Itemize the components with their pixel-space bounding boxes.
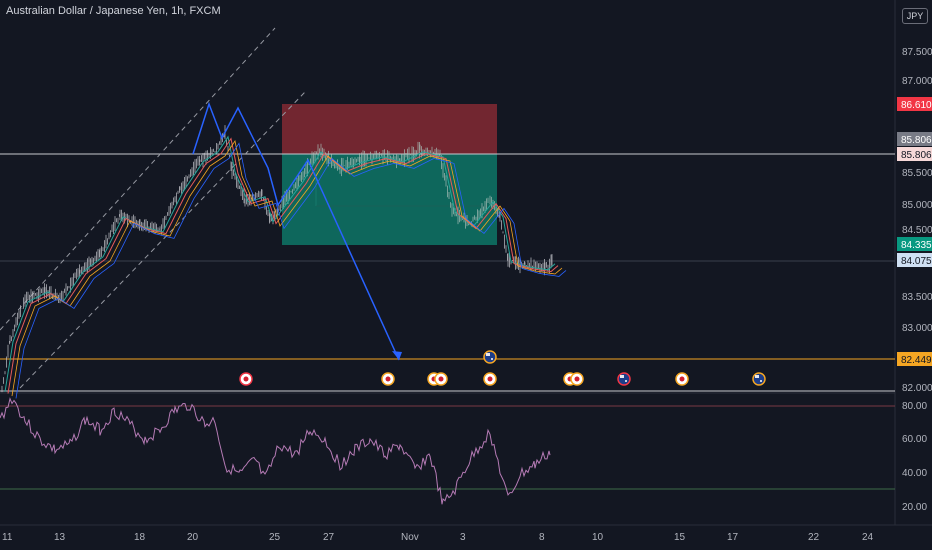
price-tick: 83.000 <box>902 323 932 334</box>
rsi-tick: 60.00 <box>902 434 927 445</box>
currency-button[interactable]: JPY <box>902 8 928 24</box>
moving-average-line <box>7 137 559 394</box>
rsi-axis[interactable]: 80.00 60.00 40.00 20.00 <box>902 401 927 513</box>
time-axis[interactable]: 11 13 18 20 25 27 Nov 3 8 10 15 17 22 24 <box>2 532 874 543</box>
rsi-tick: 20.00 <box>902 502 927 513</box>
time-label: 20 <box>187 532 199 543</box>
wave-projection[interactable] <box>192 101 400 361</box>
target-tag <box>897 352 932 366</box>
price-tags: 86.610 85.806 85.806 84.335 84.075 82.44… <box>897 97 932 366</box>
price-tick: 83.500 <box>902 292 932 303</box>
australia-flag-icon[interactable] <box>617 372 631 386</box>
risk-zone[interactable] <box>282 104 497 154</box>
price-axis[interactable]: 87.500 87.000 85.500 85.000 84.500 83.50… <box>902 47 932 394</box>
time-label: 10 <box>592 532 604 543</box>
price-tick: 82.000 <box>902 383 932 394</box>
last-price-tag-text: 84.335 <box>901 240 932 251</box>
japan-flag-icon[interactable] <box>483 372 497 386</box>
time-label: 24 <box>862 532 874 543</box>
rsi-tick: 40.00 <box>902 468 927 479</box>
price-series <box>1 125 567 399</box>
projection-arrowhead <box>392 351 402 360</box>
economic-events <box>239 350 766 386</box>
time-label: 11 <box>2 532 13 543</box>
price-tick: 84.500 <box>902 225 932 236</box>
stop-loss-tag <box>897 97 932 111</box>
time-label: 13 <box>54 532 66 543</box>
japan-flag-icon[interactable] <box>570 372 584 386</box>
last-price-tag <box>897 237 932 251</box>
price-tick: 85.500 <box>902 168 932 179</box>
channel-upper[interactable] <box>0 27 276 331</box>
price-tick: 85.000 <box>902 200 932 211</box>
rsi-tick: 80.00 <box>902 401 927 412</box>
current-tag <box>897 253 932 267</box>
line-tag-a-text: 85.806 <box>901 135 932 146</box>
time-label: 15 <box>674 532 686 543</box>
time-label: 25 <box>269 532 281 543</box>
line-tag-a <box>897 132 932 146</box>
time-label: 18 <box>134 532 146 543</box>
japan-flag-icon[interactable] <box>434 372 448 386</box>
time-label: 8 <box>539 532 545 543</box>
australia-flag-icon[interactable] <box>483 350 497 364</box>
channel-lower[interactable] <box>19 91 306 389</box>
rsi-line <box>0 397 551 505</box>
japan-flag-icon[interactable] <box>239 372 253 386</box>
time-label: 3 <box>460 532 466 543</box>
time-label: 17 <box>727 532 739 543</box>
reward-zone[interactable] <box>282 154 497 245</box>
line-tag-b <box>897 147 932 161</box>
moving-average-line <box>15 142 567 399</box>
target-tag-text: 82.449 <box>901 355 932 366</box>
stop-loss-tag-text: 86.610 <box>901 100 932 111</box>
price-tick: 87.500 <box>902 47 932 58</box>
japan-flag-icon[interactable] <box>381 372 395 386</box>
australia-flag-icon[interactable] <box>752 372 766 386</box>
line-tag-b-text: 85.806 <box>901 150 932 161</box>
symbol-title: Australian Dollar / Japanese Yen, 1h, FX… <box>6 5 221 17</box>
japan-flag-icon[interactable] <box>675 372 689 386</box>
moving-average-line <box>11 139 563 397</box>
time-label: 22 <box>808 532 820 543</box>
time-label: Nov <box>401 532 419 543</box>
current-tag-text: 84.075 <box>901 256 932 267</box>
price-tick: 87.000 <box>902 76 932 87</box>
time-label: 27 <box>323 532 335 543</box>
